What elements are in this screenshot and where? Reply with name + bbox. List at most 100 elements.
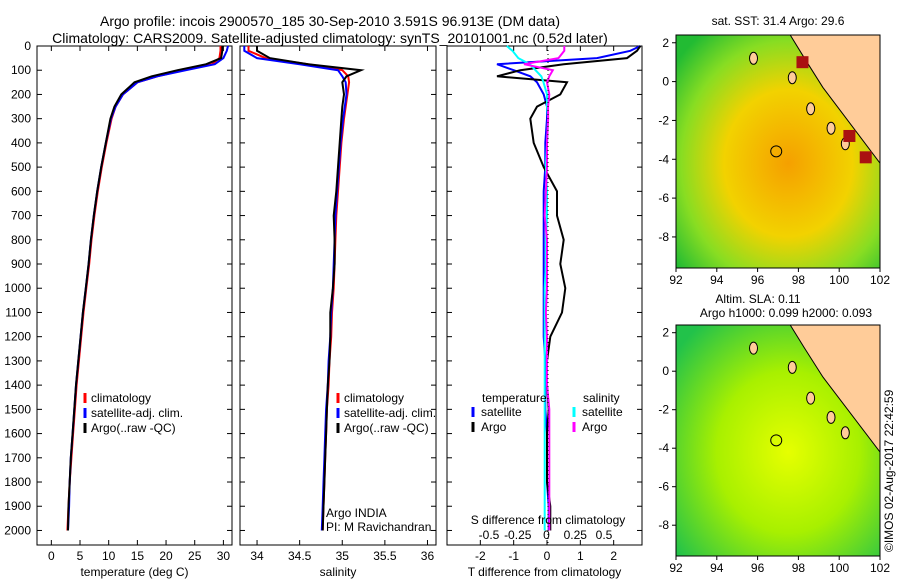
x-tick-label: 20 [159, 549, 173, 563]
map-x-tick-label: 98 [792, 561, 806, 575]
map-x-tick-label: 94 [710, 561, 724, 575]
map-x-tick-label: 96 [751, 561, 765, 575]
legend-label: Argo [481, 420, 507, 434]
y-tick-label: 0 [24, 39, 31, 53]
x-tick-label: 5 [77, 549, 84, 563]
y-tick-label: 1200 [4, 330, 31, 344]
s-tick-label: -0.5 [479, 528, 500, 542]
map-sla: 92 94 96 98 100 102 2 0 -2 -4 -6 -8 Altim. SLA: 0.11… [658, 292, 890, 575]
y-tick-label: 1800 [4, 475, 31, 489]
island [840, 426, 850, 440]
legend-t-header: temperature [482, 391, 547, 405]
map-title: sat. SST: 31.4 Argo: 29.6 [712, 14, 845, 28]
map-y-tick-label: -8 [658, 230, 669, 244]
y-tick-label: 1900 [4, 499, 31, 513]
x-tick-label: 36 [421, 549, 435, 563]
y-tick-label: 500 [11, 160, 31, 174]
y-tick-label: 700 [11, 209, 31, 223]
x-tick-label: 0 [544, 549, 551, 563]
s-tick-label: -0.25 [504, 528, 532, 542]
annotation-argo-india: Argo INDIA [326, 506, 387, 520]
map-y-tick-label: -4 [658, 441, 669, 455]
x-axis-label: temperature (deg C) [80, 565, 188, 579]
y-tick-label: 1700 [4, 451, 31, 465]
map-x-tick-label: 94 [710, 273, 724, 287]
island [826, 121, 836, 135]
legend-label: Argo(..raw -QC) [91, 421, 176, 435]
island [749, 341, 759, 355]
y-tick-label: 100 [11, 63, 31, 77]
x-tick-label: 34.5 [288, 549, 312, 563]
map-y-tick-label: -6 [658, 480, 669, 494]
map-x-tick-label: 100 [829, 273, 849, 287]
map-subtitle: Argo h1000: 0.099 h2000: 0.093 [700, 306, 872, 320]
map-x-tick-label: 102 [870, 273, 890, 287]
island [806, 391, 816, 405]
land-sumatra [789, 34, 881, 165]
island [749, 51, 759, 65]
y-tick-label: 400 [11, 136, 31, 150]
y-tick-label: 800 [11, 233, 31, 247]
x-axis-label: T difference from climatology [468, 565, 622, 579]
land-mask-cell [859, 151, 872, 164]
map-y-tick-label: 0 [662, 75, 669, 89]
series-line-t-argo [496, 45, 642, 531]
map-y-tick-label: -6 [658, 191, 669, 205]
float-position-marker [770, 145, 783, 158]
plot-frame-temperature [36, 45, 233, 546]
legend-label: satellite [582, 405, 623, 419]
island [787, 360, 797, 374]
x-tick-label: 30 [217, 549, 231, 563]
map-x-tick-label: 92 [669, 561, 683, 575]
legend-label: Argo(..raw -QC) [344, 421, 429, 435]
y-tick-label: 1000 [4, 281, 31, 295]
x-axis-label: salinity [320, 565, 357, 579]
series-line-s-argo [523, 46, 566, 531]
y-tick-label: 200 [11, 87, 31, 101]
map-sst: 92 94 96 98 100 102 2 0 -2 -4 -6 -8 sat. SST: 31.4 A… [658, 14, 890, 287]
map-x-tick-label: 92 [669, 273, 683, 287]
x-tick-label: 35.5 [373, 549, 397, 563]
x-tick-label: 2 [610, 549, 617, 563]
plot-frame-salinity [239, 45, 437, 546]
copyright-stamp: ©IMOS 02-Aug-2017 22:42:59 [882, 389, 896, 552]
y-tick-label: 300 [11, 112, 31, 126]
legend-label: satellite [481, 405, 522, 419]
map-x-tick-label: 96 [751, 273, 765, 287]
x-tick-label: -2 [475, 549, 486, 563]
x-tick-label: 0 [48, 549, 55, 563]
y-tick-label: 1600 [4, 427, 31, 441]
series-line-s-satellite [506, 45, 550, 531]
legend-label: Argo [582, 420, 608, 434]
figure-subtitle: Climatology: CARS2009. Satellite-adjuste… [52, 30, 608, 46]
island [826, 410, 836, 424]
s-tick-label: 0.5 [596, 528, 613, 542]
y-tick-label: 1100 [5, 305, 31, 319]
land-mask-cell [796, 56, 809, 69]
float-position-marker [770, 434, 783, 447]
y-tick-label: 900 [11, 257, 31, 271]
y-tick-label: 600 [11, 184, 31, 198]
s-axis-label: S difference from climatology [471, 513, 626, 527]
legend-label: climatology [344, 391, 404, 405]
x-tick-label: 10 [102, 549, 116, 563]
x-tick-label: 35 [336, 549, 350, 563]
x-tick-label: 34 [250, 549, 264, 563]
legend-label: climatology [91, 391, 151, 405]
legend-label: satellite-adj. clim. [344, 406, 436, 420]
y-tick-label: 2000 [4, 523, 31, 537]
map-y-tick-label: -8 [658, 518, 669, 532]
x-tick-label: 1 [577, 549, 584, 563]
legend-label: satellite-adj. clim. [91, 406, 183, 420]
map-y-tick-label: -4 [658, 152, 669, 166]
y-tick-label: 1400 [4, 378, 31, 392]
map-x-tick-label: 102 [870, 561, 890, 575]
map-y-tick-label: -2 [658, 113, 669, 127]
series-line-argo-raw-qc- [256, 46, 365, 531]
x-tick-label: -1 [508, 549, 519, 563]
island [806, 102, 816, 116]
map-y-tick-label: 2 [662, 36, 669, 50]
y-tick-label: 1300 [4, 354, 31, 368]
